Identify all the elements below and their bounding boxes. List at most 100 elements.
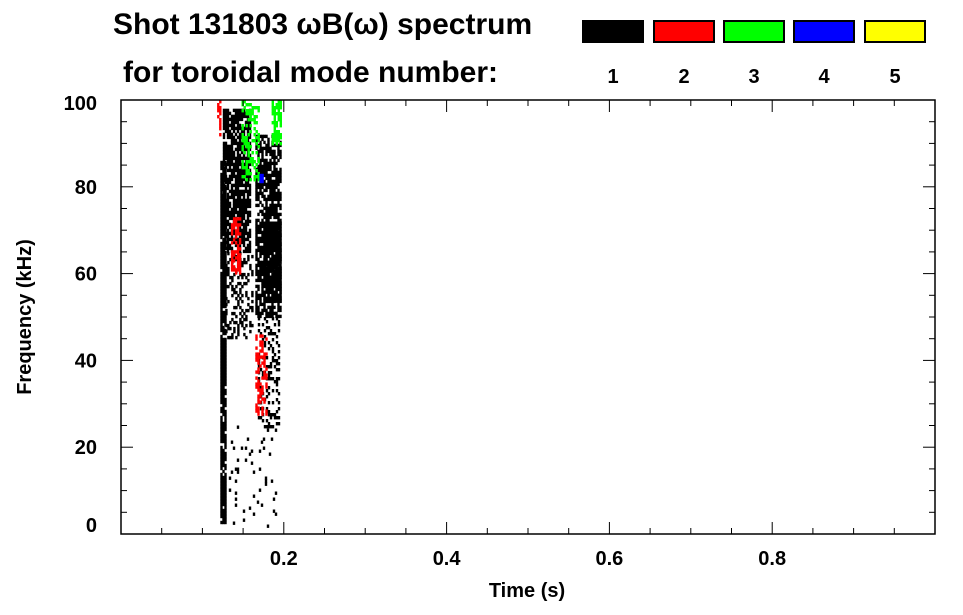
spectrum-cell-mode-1 (234, 198, 238, 203)
spectrum-cell-mode-1 (220, 382, 223, 387)
spectrum-cell-mode-1 (269, 377, 273, 381)
spectrum-cell-mode-3 (279, 133, 282, 137)
spectrum-cell-mode-1 (236, 141, 240, 146)
spectrum-cell-mode-1 (236, 189, 240, 194)
spectrum-cell-mode-1 (273, 182, 276, 187)
spectrum-cell-mode-1 (273, 158, 276, 163)
spectrum-cell-mode-1 (271, 260, 274, 264)
spectrum-cell-mode-1 (269, 305, 272, 310)
spectrum-cell-mode-1 (224, 340, 227, 345)
spectrum-cell-mode-1 (261, 146, 264, 151)
spectrum-cell-mode-1 (220, 496, 223, 501)
spectrum-cell-mode-1 (231, 317, 234, 322)
spectrum-cell-mode-1 (236, 201, 240, 206)
spectrum-cell-mode-1 (263, 197, 266, 202)
spectrum-cell-mode-1 (261, 245, 264, 250)
spectrum-cell-mode-1 (246, 216, 250, 221)
spectrum-cell-mode-1 (224, 280, 227, 285)
spectrum-cell-mode-1 (267, 251, 270, 255)
spectrum-cell-mode-1 (269, 245, 272, 249)
spectrum-cell-mode-1 (261, 191, 264, 196)
spectrum-cell-mode-1 (263, 272, 266, 276)
spectrum-cell-mode-1 (269, 188, 272, 193)
spectrum-cell-mode-1 (261, 209, 264, 214)
spectrum-cell-mode-1 (263, 254, 266, 258)
spectrum-cell-mode-1 (257, 416, 261, 420)
spectrum-cell-mode-1 (273, 170, 276, 175)
spectrum-cell-mode-1 (224, 225, 228, 230)
spectrum-cell-mode-1 (277, 314, 280, 319)
spectrum-cell-mode-3 (275, 133, 278, 137)
spectrum-cell-mode-1 (271, 170, 274, 175)
spectrum-cell-mode-1 (226, 111, 230, 116)
spectrum-cell-mode-1 (222, 382, 225, 387)
spectrum-cell-mode-1 (255, 197, 258, 202)
spectrum-cell-mode-1 (246, 231, 250, 236)
spectrum-cell-mode-1 (238, 189, 242, 194)
spectrum-cell-mode-1 (269, 278, 272, 282)
spectrum-cell-mode-1 (266, 428, 270, 432)
spectrum-cell-mode-1 (271, 293, 274, 297)
spectrum-cell-mode-1 (220, 394, 223, 399)
spectrum-cell-mode-1 (238, 201, 242, 206)
spectrum-cell-mode-1 (228, 231, 232, 236)
spectrum-cell-mode-1 (240, 219, 244, 224)
spectrum-cell-mode-1 (269, 263, 272, 267)
spectrum-cell-mode-1 (259, 311, 262, 316)
spectrum-cell-mode-1 (269, 416, 273, 420)
spectrum-cell-mode-1 (271, 317, 275, 321)
spectrum-cell-mode-4 (259, 179, 262, 184)
spectrum-cell-mode-1 (236, 204, 240, 209)
spectrum-cell-mode-1 (222, 460, 225, 465)
spectrum-cell-mode-1 (265, 215, 268, 220)
spectrum-cell-mode-3 (253, 166, 256, 170)
spectrum-cell-mode-1 (226, 132, 230, 137)
spectrum-cell-mode-1 (234, 207, 238, 212)
spectrum-cell-mode-1 (267, 137, 270, 142)
spectrum-cell-mode-1 (279, 308, 282, 313)
spectrum-cell-mode-2 (257, 406, 260, 410)
spectrum-cell-mode-1 (230, 237, 234, 242)
spectrum-cell-mode-1 (279, 287, 282, 291)
spectrum-cell-mode-1 (271, 245, 274, 249)
spectrum-cell-mode-1 (279, 227, 282, 231)
spectrum-cell-mode-1 (246, 201, 250, 206)
spectrum-cell-mode-1 (271, 242, 274, 246)
spectrum-cell-mode-1 (257, 287, 260, 292)
spectrum-cell-mode-2 (257, 352, 260, 356)
spectrum-cell-mode-3 (249, 160, 252, 164)
spectrum-cell-mode-1 (222, 358, 225, 363)
spectrum-cell-mode-1 (240, 240, 244, 245)
spectrum-cell-mode-1 (238, 195, 242, 200)
spectrum-cell-mode-1 (277, 422, 281, 426)
spectrum-cell-mode-1 (230, 144, 234, 149)
spectrum-cell-mode-1 (271, 302, 274, 307)
spectrum-cell-mode-1 (263, 161, 266, 166)
spectrum-cell-mode-1 (255, 191, 258, 196)
spectrum-cell-mode-1 (240, 114, 244, 119)
spectrum-cell-mode-3 (245, 109, 248, 113)
spectrum-cell-mode-1 (277, 188, 280, 193)
spectrum-cell-mode-1 (222, 210, 226, 215)
spectrum-cell-mode-1 (273, 260, 276, 264)
spectrum-cell-mode-1 (259, 143, 262, 148)
spectrum-cell-mode-1 (277, 356, 281, 360)
spectrum-cell-mode-1 (274, 491, 278, 495)
spectrum-cell-mode-1 (230, 440, 234, 444)
spectrum-cell-mode-1 (242, 126, 246, 131)
spectrum-cell-mode-1 (220, 328, 223, 333)
spectrum-cell-mode-1 (232, 201, 236, 206)
spectrum-cell-mode-1 (226, 123, 230, 128)
spectrum-cell-mode-1 (279, 278, 282, 282)
spectrum-cell-mode-2 (259, 343, 262, 347)
spectrum-cell-mode-1 (265, 407, 269, 411)
spectrum-cell-mode-3 (271, 112, 274, 116)
spectrum-cell-mode-1 (222, 183, 226, 188)
spectrum-cell-mode-1 (248, 243, 252, 248)
spectrum-cell-mode-1 (238, 132, 242, 137)
spectrum-cell-mode-1 (222, 424, 225, 429)
spectrum-cell-mode-1 (232, 192, 236, 197)
spectrum-cell-mode-2 (261, 412, 264, 416)
spectrum-cell-mode-1 (261, 290, 264, 295)
spectrum-cell-mode-1 (263, 335, 267, 339)
